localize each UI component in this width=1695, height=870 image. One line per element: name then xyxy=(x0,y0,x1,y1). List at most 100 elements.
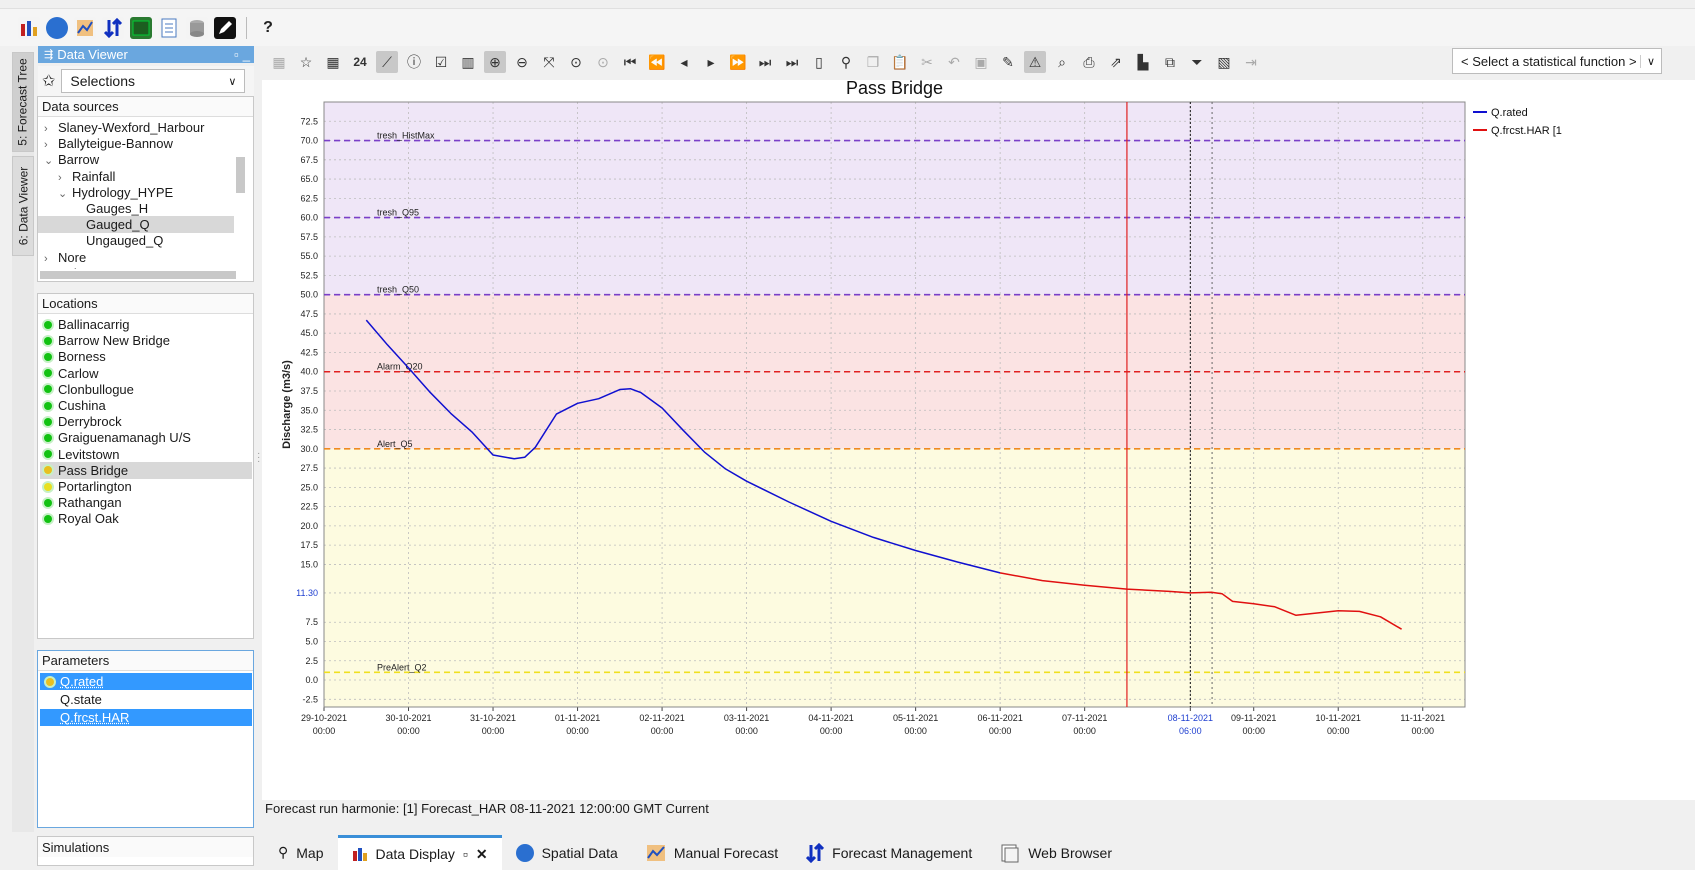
location-item[interactable]: Portarlington xyxy=(40,478,252,495)
chevron-down-icon[interactable]: ⌄ xyxy=(58,187,68,200)
tree-node[interactable]: Ungauged_Q xyxy=(38,232,234,249)
chevron-right-icon[interactable]: › xyxy=(44,139,48,152)
back-icon[interactable]: ◂ xyxy=(680,53,688,70)
tree-node[interactable]: › Nore xyxy=(38,249,234,266)
histogram-icon[interactable]: ▙ xyxy=(1137,53,1149,70)
chevron-right-icon[interactable]: › xyxy=(44,267,58,270)
tree-node[interactable]: ⌄ Hydrology_HYPE xyxy=(38,184,234,201)
fast-back-icon[interactable]: ⏪ xyxy=(648,53,666,70)
tab-map[interactable]: ⚲ Map xyxy=(264,835,338,870)
globe-icon[interactable] xyxy=(46,16,68,39)
minimize-icon[interactable]: _ xyxy=(242,47,250,62)
zoom-previous-icon[interactable]: ⊙ xyxy=(570,53,582,70)
inspect-icon[interactable]: ⌕ xyxy=(1058,53,1066,70)
location-item[interactable]: Derrybrock xyxy=(40,413,252,430)
warning-icon[interactable]: ⚠ xyxy=(1024,51,1046,73)
first-icon[interactable]: ⏮ xyxy=(623,53,637,70)
location-item[interactable]: Levitstown xyxy=(40,446,252,463)
tree-node[interactable]: Gauges_H xyxy=(38,200,234,217)
location-item[interactable]: Rathangan xyxy=(40,494,252,511)
bar-chart-icon[interactable] xyxy=(18,16,40,39)
tools-icon[interactable]: ✂ xyxy=(921,53,933,70)
copy-icon[interactable]: ❐ xyxy=(866,53,880,70)
tree-node[interactable]: › Ballyteigue-Bannow xyxy=(38,135,234,152)
print-icon[interactable]: ⎙ xyxy=(1083,53,1095,70)
location-item[interactable]: Graiguenamanagh U/S xyxy=(40,429,252,446)
parameter-item[interactable]: Q.frcst.HAR xyxy=(40,709,252,726)
restore-icon[interactable]: ▫ xyxy=(462,846,468,862)
spatial-display-icon[interactable] xyxy=(130,16,152,39)
line-chart-icon[interactable]: ⟋ xyxy=(376,51,398,73)
help-icon[interactable]: ? xyxy=(263,18,273,36)
zoom-out-icon[interactable]: ⊖ xyxy=(516,53,528,70)
chevron-right-icon[interactable]: › xyxy=(44,252,48,265)
filter-icon[interactable]: ⏷ xyxy=(1191,53,1203,70)
edit-pencil-icon[interactable] xyxy=(214,16,236,39)
location-item[interactable]: Barrow New Bridge xyxy=(40,332,252,349)
zoom-extent-icon[interactable]: ⤧ xyxy=(543,53,555,70)
tab-data-viewer[interactable]: 6: Data Viewer xyxy=(12,156,34,256)
pin-icon[interactable]: ✩ xyxy=(42,73,56,90)
fast-forward-icon[interactable]: ⏩ xyxy=(729,53,747,70)
chevron-down-icon[interactable]: ⌄ xyxy=(44,155,54,168)
zoom-in-icon[interactable]: ⊕ xyxy=(484,51,506,73)
checklist-icon[interactable]: ☑ xyxy=(434,53,448,70)
location-item[interactable]: Pass Bridge xyxy=(40,461,252,479)
chevron-right-icon[interactable]: › xyxy=(58,171,62,184)
tree-scrollbar[interactable] xyxy=(236,157,245,193)
database-icon[interactable] xyxy=(186,16,208,39)
info-icon[interactable]: ⓘ xyxy=(407,54,421,70)
close-icon[interactable]: ✕ xyxy=(475,845,488,862)
tree-node[interactable]: › Rainfall xyxy=(38,168,234,185)
tab-forecast-tree[interactable]: 5: Forecast Tree xyxy=(12,52,34,152)
tab-manual-forecast[interactable]: Manual Forecast xyxy=(632,835,792,870)
bar-icon[interactable]: ▥ xyxy=(461,53,475,70)
location-item[interactable]: Royal Oak xyxy=(40,510,252,527)
edit-icon[interactable]: ✎ xyxy=(1002,53,1014,70)
table-icon[interactable]: ▦ xyxy=(326,53,340,70)
splitter-handle[interactable]: · · · xyxy=(257,448,261,467)
tab-web-browser[interactable]: Web Browser xyxy=(986,835,1126,870)
export-icon[interactable]: ⇗ xyxy=(1110,53,1122,70)
grid-toggle-icon[interactable]: ▦ xyxy=(272,53,286,70)
selections-dropdown[interactable]: Selections ∨ xyxy=(61,69,246,93)
save-icon[interactable]: ▣ xyxy=(974,53,988,70)
tree-node[interactable]: ›Suir xyxy=(38,265,234,269)
location-item[interactable]: Cushina xyxy=(40,397,252,414)
tree-node[interactable]: ⌄ Barrow xyxy=(38,151,234,168)
tree-hscrollbar[interactable] xyxy=(40,271,236,279)
location-item[interactable]: Clonbullogue xyxy=(40,381,252,398)
chevron-right-icon[interactable]: › xyxy=(44,123,48,135)
restore-icon[interactable]: ▫ xyxy=(234,47,239,62)
x-tick-label: 31-10-2021 xyxy=(470,713,516,723)
properties-icon[interactable]: ▯ xyxy=(815,53,823,70)
layers-icon[interactable]: ⧉ xyxy=(1165,53,1175,70)
chart-svg[interactable]: Pass Bridge 72.5 70.0 67.5 65.0 62.5 60.0 57.5 5… xyxy=(262,78,1695,800)
parameter-item[interactable]: Q.state xyxy=(40,691,252,708)
end-icon[interactable]: ⏭ xyxy=(785,53,799,70)
interval-button[interactable]: 24 xyxy=(353,55,367,69)
zoom-next-icon[interactable]: ⊙ xyxy=(597,53,609,70)
location-item[interactable]: Carlow xyxy=(40,365,252,382)
split-icon[interactable]: ⇥ xyxy=(1245,53,1257,70)
parameter-item[interactable]: Q.rated xyxy=(40,673,252,690)
report-icon[interactable] xyxy=(158,16,180,39)
tab-spatial-data[interactable]: Spatial Data xyxy=(502,835,632,870)
manual-forecast-icon[interactable] xyxy=(74,16,96,39)
statistical-function-dropdown[interactable]: < Select a statistical function > ∨ xyxy=(1452,48,1662,74)
forward-icon[interactable]: ▸ xyxy=(707,53,715,70)
star-icon[interactable]: ☆ xyxy=(299,53,313,70)
location-item[interactable]: Ballinacarrig xyxy=(40,316,252,333)
tab-forecast-management[interactable]: Forecast Management xyxy=(792,835,986,870)
tree-node[interactable]: › Slaney-Wexford_Harbour xyxy=(38,119,234,136)
paste-icon[interactable]: 📋 xyxy=(891,53,909,70)
undo-icon[interactable]: ↶ xyxy=(948,53,960,70)
forecast-management-icon[interactable] xyxy=(102,16,124,39)
pin-marker-icon[interactable]: ⚲ xyxy=(840,53,852,70)
statistics-icon[interactable]: ▧ xyxy=(1217,53,1231,70)
location-item[interactable]: Borness xyxy=(40,348,252,365)
tab-data-display[interactable]: Data Display ▫ ✕ xyxy=(337,835,502,870)
x-tick-label: 00:00 xyxy=(397,726,420,736)
last-icon[interactable]: ⏭ xyxy=(758,53,772,70)
tree-node[interactable]: Gauged_Q xyxy=(38,216,234,234)
